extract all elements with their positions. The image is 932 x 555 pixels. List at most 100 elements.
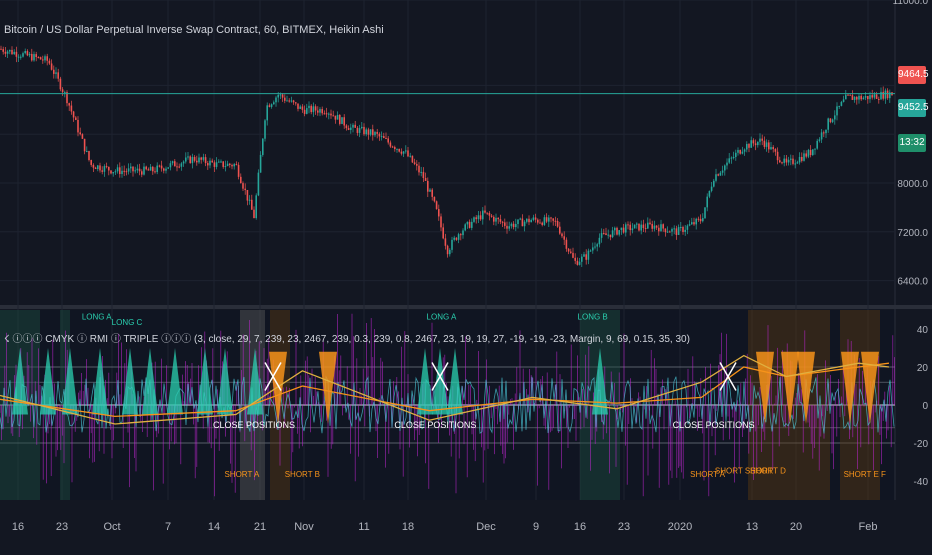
time-axis-label: 2020 [668,521,692,533]
candle-body [378,133,381,137]
candle-body [523,221,526,227]
candle-body [669,231,671,233]
candle-body [620,227,623,231]
candle-body [317,110,319,113]
candle-body [180,163,183,167]
candle-body [402,151,405,154]
candle-body [517,219,519,224]
candle-body [607,234,609,236]
candle-body [268,105,271,107]
candle-body [55,72,57,74]
long-signal-triangle [12,348,28,415]
candle-body [251,199,253,210]
candle-body [497,217,499,220]
candle-body [160,165,163,169]
candle-body [638,223,640,231]
candle-body [779,160,781,163]
candle-body [68,103,70,106]
candle-body [618,230,620,235]
candle-body [728,158,730,163]
candle-body [739,150,741,154]
candle-body [651,223,653,229]
price-tick-label: 8000.0 [897,179,928,190]
candle-body [319,109,321,113]
candle-body [629,224,631,231]
candle-body [420,171,422,173]
candle-body [840,101,843,106]
candle-body [17,56,20,58]
candle-body [94,167,97,170]
long-signal-triangle [92,348,108,415]
candle-body [433,196,436,202]
secondary-price-label: 9452.5 [898,99,929,117]
candle-body [757,141,759,146]
candle-body [763,140,766,147]
candle-body [603,233,605,235]
long-signal-triangle [592,348,608,415]
candle-body [704,207,706,219]
candle-body [691,222,693,225]
candle-body [182,161,185,164]
candle-body [794,163,796,165]
short-signal-triangle [797,351,815,424]
candle-body [306,108,308,114]
candle-body [521,218,524,227]
candle-body [693,222,695,225]
time-axis-label: 7 [165,521,171,533]
long-signal-triangle [62,348,78,415]
candle-body [512,223,515,228]
candle-body [343,117,345,126]
candle-body [532,217,535,220]
candle-body [827,118,829,130]
candle-body [347,128,350,130]
candle-body [86,151,88,153]
candle-body [468,221,471,228]
candle-body [453,237,455,240]
candle-body [537,219,539,223]
candle-body [886,90,889,99]
candle-body [787,159,790,163]
candle-body [715,174,717,181]
candle-body [66,92,68,104]
candle-body [416,164,418,166]
candle-body [222,161,224,167]
candle-body [831,119,834,123]
candle-body [112,172,114,174]
candle-body [385,137,387,139]
candle-body [374,132,376,136]
candle-body [13,51,15,55]
candle-body [548,217,550,222]
signal-annotation: SHORT A [224,470,259,479]
oscillator-tick-label: -20 [914,439,929,450]
candle-body [464,224,466,231]
time-axis-label: 20 [790,521,802,533]
candle-body [204,157,207,164]
candle-body [600,233,603,238]
candle-body [622,227,625,233]
candle-body [290,100,293,102]
candle-body [407,150,409,157]
candle-body [207,163,209,166]
candle-body [325,113,328,115]
candle-body [185,157,187,162]
candle-body [499,219,502,222]
chart-title: Bitcoin / US Dollar Perpetual Inverse Sw… [4,24,384,36]
candle-body [328,113,330,115]
candle-body [279,94,282,96]
candle-body [11,49,13,55]
candle-body [592,247,594,251]
candle-body [431,189,433,197]
candle-body [653,225,656,229]
candle-body [281,94,284,98]
candle-body [163,168,165,171]
candle-body [625,224,627,233]
candle-body [816,140,818,149]
long-signal-triangle [197,348,213,415]
candle-body [171,161,174,164]
candle-body [99,165,101,171]
close-x-marker [719,362,737,391]
candle-body [266,105,268,121]
candle-body [215,162,218,167]
